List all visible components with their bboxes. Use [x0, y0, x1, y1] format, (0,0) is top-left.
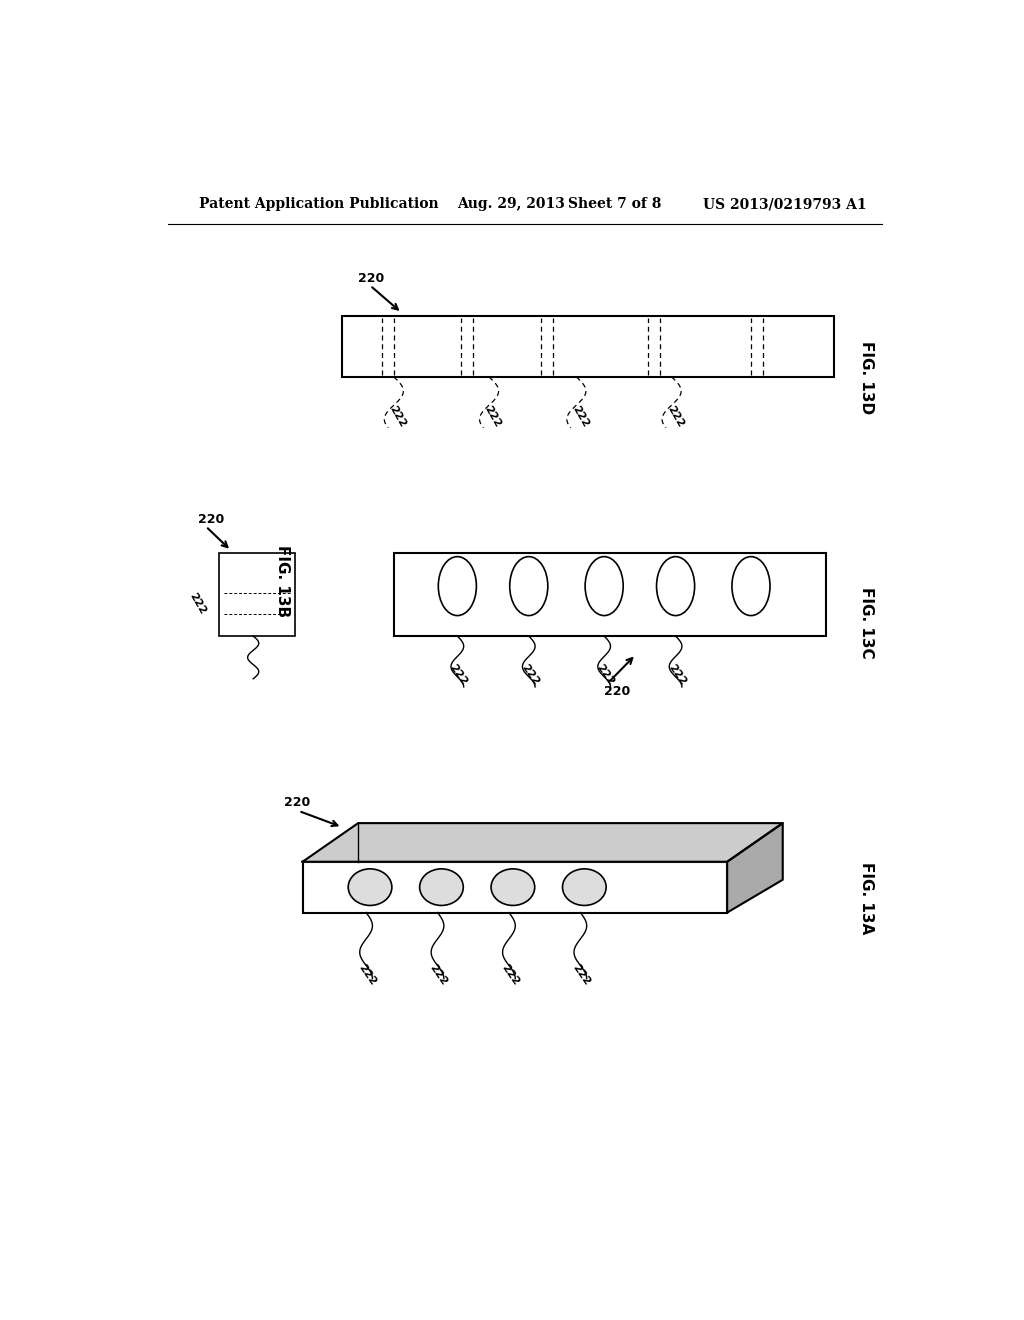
Text: 222: 222: [187, 590, 208, 615]
Ellipse shape: [348, 869, 392, 906]
Text: Sheet 7 of 8: Sheet 7 of 8: [568, 197, 662, 211]
Text: FIG. 13D: FIG. 13D: [858, 342, 873, 414]
Text: 220: 220: [358, 272, 384, 285]
Text: 222: 222: [356, 962, 378, 987]
Ellipse shape: [732, 557, 770, 615]
Text: 222: 222: [428, 962, 450, 987]
Ellipse shape: [420, 869, 463, 906]
Bar: [394, 553, 826, 636]
Ellipse shape: [562, 869, 606, 906]
Text: FIG. 13A: FIG. 13A: [858, 862, 873, 935]
Ellipse shape: [492, 869, 535, 906]
Text: 222: 222: [570, 404, 590, 429]
Text: 222: 222: [482, 404, 503, 429]
Text: 222: 222: [570, 962, 592, 987]
Text: Patent Application Publication: Patent Application Publication: [200, 197, 439, 211]
Ellipse shape: [438, 557, 476, 615]
Text: 220: 220: [198, 513, 224, 527]
Text: 222: 222: [387, 404, 408, 429]
Text: 222: 222: [666, 663, 687, 686]
Text: FIG. 13C: FIG. 13C: [858, 587, 873, 659]
Text: US 2013/0219793 A1: US 2013/0219793 A1: [703, 197, 867, 211]
Text: 222: 222: [595, 663, 616, 686]
Text: 222: 222: [500, 962, 521, 987]
Text: 220: 220: [604, 685, 631, 698]
Text: 220: 220: [285, 796, 310, 809]
Ellipse shape: [585, 557, 624, 615]
Text: 222: 222: [666, 404, 685, 429]
Text: Aug. 29, 2013: Aug. 29, 2013: [458, 197, 565, 211]
Bar: [303, 862, 727, 912]
Text: 222: 222: [519, 663, 541, 686]
Polygon shape: [727, 824, 782, 912]
Ellipse shape: [656, 557, 694, 615]
Bar: [219, 553, 295, 636]
Text: 222: 222: [447, 663, 469, 686]
Polygon shape: [303, 824, 782, 862]
Bar: [342, 315, 835, 378]
Text: FIG. 13B: FIG. 13B: [275, 545, 290, 616]
Ellipse shape: [510, 557, 548, 615]
